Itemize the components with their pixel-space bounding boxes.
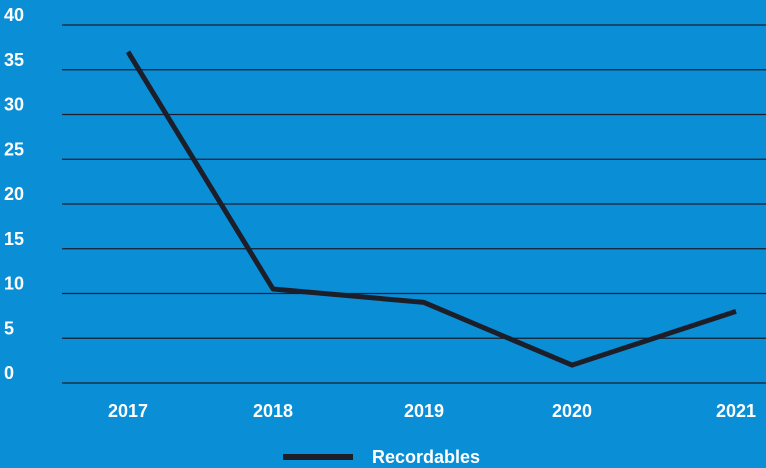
legend: Recordables xyxy=(283,447,480,467)
y-tick-label: 35 xyxy=(4,50,24,70)
x-tick-label: 2019 xyxy=(404,401,444,421)
x-tick-label: 2021 xyxy=(716,401,756,421)
y-tick-label: 25 xyxy=(4,139,24,159)
x-tick-label: 2018 xyxy=(253,401,293,421)
gridlines xyxy=(62,24,766,384)
y-tick-label: 40 xyxy=(4,5,24,25)
y-tick-label: 20 xyxy=(4,184,24,204)
series-line-recordables xyxy=(125,50,737,368)
y-tick-label: 0 xyxy=(4,363,14,383)
y-tick-label: 10 xyxy=(4,274,24,294)
y-axis-tick-labels: 0 5 10 15 20 25 30 35 40 xyxy=(4,5,24,383)
y-tick-label: 5 xyxy=(4,318,14,338)
x-tick-label: 2020 xyxy=(552,401,592,421)
y-tick-label: 15 xyxy=(4,229,24,249)
x-tick-label: 2017 xyxy=(108,401,148,421)
legend-label-recordables: Recordables xyxy=(372,447,480,467)
x-axis-tick-labels: 2017 2018 2019 2020 2021 xyxy=(108,401,756,421)
y-tick-label: 30 xyxy=(4,95,24,115)
